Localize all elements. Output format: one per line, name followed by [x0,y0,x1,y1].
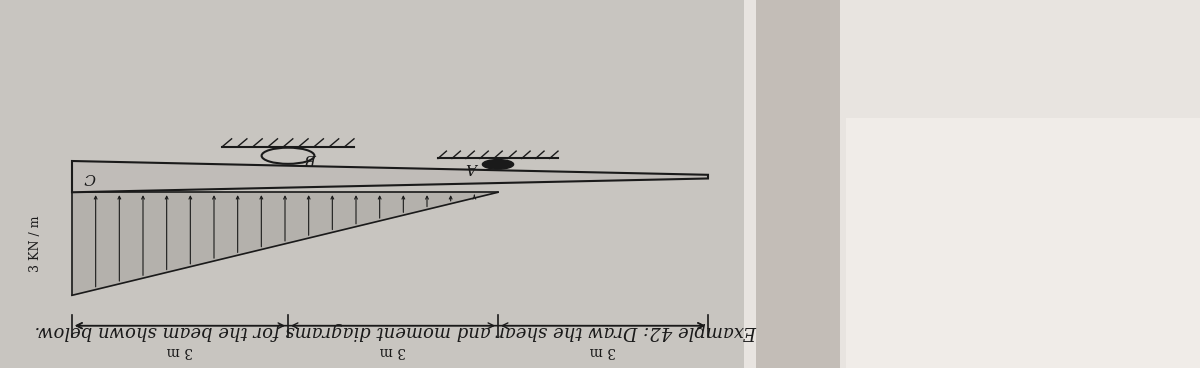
Bar [744,0,1200,368]
Bar [756,0,840,368]
Text: 3 m: 3 m [590,344,616,358]
Circle shape [482,160,514,169]
Text: A: A [469,160,480,174]
Text: C: C [84,170,96,184]
Text: 3 m: 3 m [380,344,406,358]
Polygon shape [72,192,498,295]
Text: B: B [306,151,317,164]
Polygon shape [72,161,708,192]
Text: 3 m: 3 m [167,344,193,358]
Text: Example 42: Draw the shear and moment diagrams for the beam shown below.: Example 42: Draw the shear and moment di… [35,322,757,340]
Bar [846,118,1200,368]
Text: 3 KN / m: 3 KN / m [30,216,42,272]
